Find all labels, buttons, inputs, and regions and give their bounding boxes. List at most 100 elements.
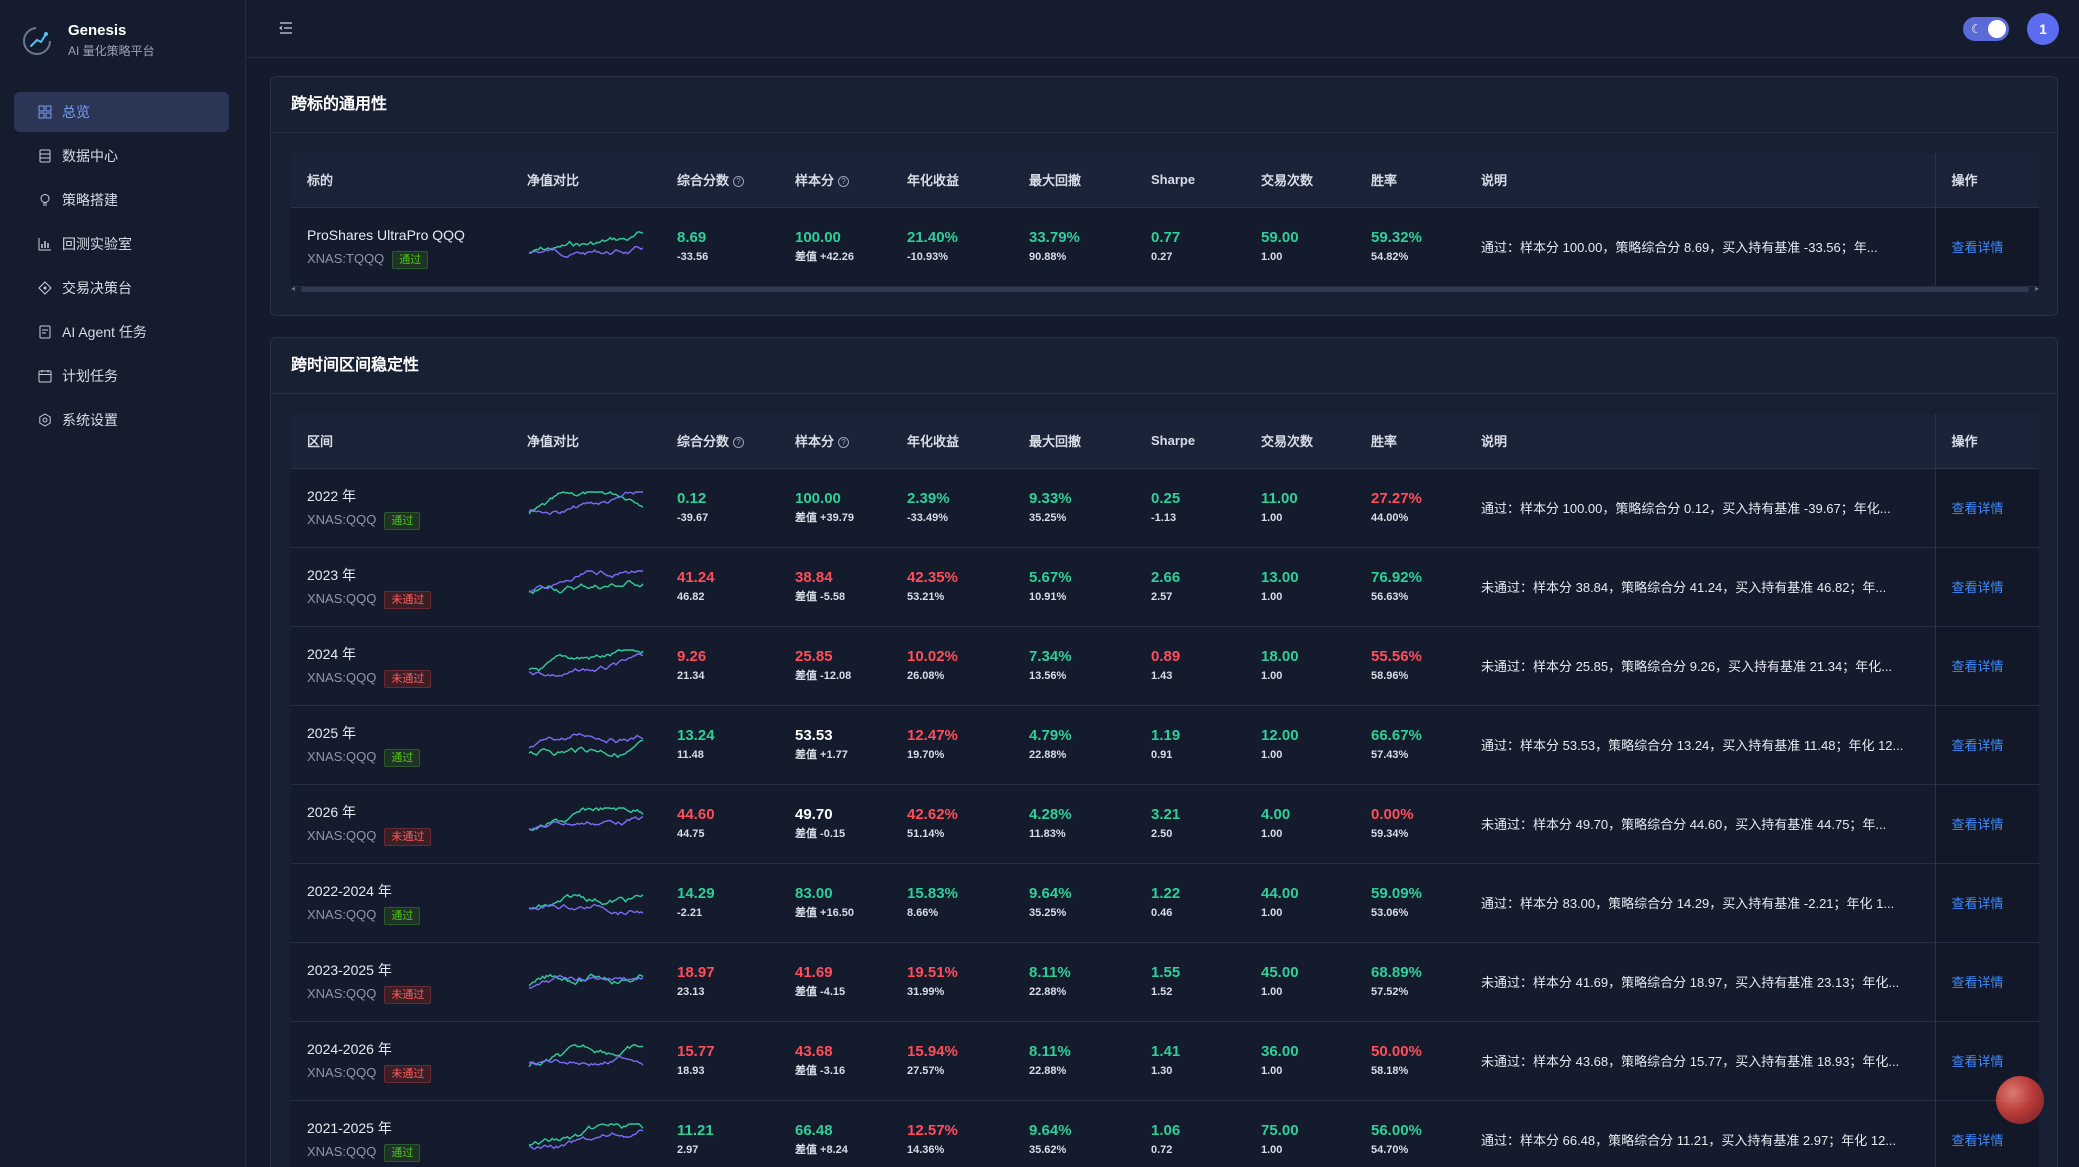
column-header[interactable]: 综合分数? <box>661 153 779 208</box>
metric-baseline: 1.43 <box>1151 670 1173 682</box>
metric-baseline: 10.91% <box>1029 591 1067 603</box>
strategy-line <box>528 1128 644 1150</box>
nav-sparkline <box>528 893 644 915</box>
sidebar-item-strategy-builder[interactable]: 策略搭建 <box>14 180 229 220</box>
nav-sparkline <box>528 732 644 758</box>
metric-value: 66.67% <box>1371 727 1422 744</box>
help-icon[interactable]: ? <box>733 437 745 449</box>
target-name: 2023 年 <box>307 566 357 583</box>
metric-cell: 18.97 23.13 <box>661 942 779 1022</box>
metric-baseline: 35.62% <box>1029 1144 1067 1156</box>
description-cell: 通过：样本分 66.48，策略综合分 11.21，买入持有基准 2.97；年化 … <box>1465 1100 1935 1167</box>
column-header[interactable]: 样本分? <box>779 414 891 469</box>
target-code: XNAS:TQQQ <box>307 250 385 266</box>
view-details-link[interactable]: 查看详情 <box>1951 817 2004 832</box>
sidebar-item-overview[interactable]: 总览 <box>14 92 229 132</box>
metric-baseline: -10.93% <box>907 251 948 263</box>
column-header[interactable]: 样本分? <box>779 153 891 208</box>
target-code: XNAS:QQQ <box>307 669 377 685</box>
target-name: 2026 年 <box>307 803 357 820</box>
scroll-left-icon[interactable]: ◂ <box>291 284 296 293</box>
metric-cell: 41.69 差值 -4.15 <box>779 942 891 1022</box>
action-cell: 查看详情 <box>1934 468 2039 548</box>
metric-cell: 53.53 差值 +1.77 <box>779 705 891 785</box>
view-details-link[interactable]: 查看详情 <box>1951 240 2004 255</box>
sidebar-item-label: 交易决策台 <box>62 280 132 296</box>
target-code: XNAS:QQQ <box>307 590 377 606</box>
metric-baseline: 1.00 <box>1261 591 1283 603</box>
sidebar-item-scheduled-tasks[interactable]: 计划任务 <box>14 356 229 396</box>
brand[interactable]: Genesis AI 量化策略平台 <box>20 22 155 60</box>
metric-value: 2.66 <box>1151 569 1181 586</box>
benchmark-line <box>529 806 644 831</box>
column-header-label: 样本分 <box>795 173 835 189</box>
view-details-link[interactable]: 查看详情 <box>1951 738 2004 753</box>
metric-baseline: 1.00 <box>1261 1065 1283 1077</box>
description-text: 通过：样本分 100.00，策略综合分 0.12，买入持有基准 -39.67；年… <box>1481 501 1891 516</box>
action-cell: 查看详情 <box>1934 863 2039 943</box>
sidebar-item-data-center[interactable]: 数据中心 <box>14 136 229 176</box>
floating-assistant-button[interactable] <box>1996 1076 2044 1124</box>
sidebar-item-ai-agent-tasks[interactable]: AI Agent 任务 <box>14 312 229 352</box>
help-icon[interactable]: ? <box>838 176 850 188</box>
theme-toggle[interactable]: ☾ <box>1963 17 2009 41</box>
avatar[interactable]: 1 <box>2027 13 2059 45</box>
sidebar-item-backtest-lab[interactable]: 回测实验室 <box>14 224 229 264</box>
description-cell: 通过：样本分 53.53，策略综合分 13.24，买入持有基准 11.48；年化… <box>1465 705 1935 785</box>
help-icon[interactable]: ? <box>733 176 745 188</box>
metric-value: 13.24 <box>677 727 715 744</box>
brand-title: Genesis <box>68 22 127 39</box>
strategy-line <box>528 815 644 831</box>
sidebar-item-system-settings[interactable]: 系统设置 <box>14 400 229 440</box>
sidebar-item-trading-desk[interactable]: 交易决策台 <box>14 268 229 308</box>
metric-value: 8.69 <box>677 229 707 246</box>
view-details-link[interactable]: 查看详情 <box>1951 501 2004 516</box>
sidebar-item-label: 总览 <box>62 104 90 120</box>
target-cell: 2023-2025 年 XNAS:QQQ 未通过 <box>291 942 511 1022</box>
metric-cell: 4.79% 22.88% <box>1013 705 1135 785</box>
metric-baseline: 35.25% <box>1029 907 1067 919</box>
view-details-link[interactable]: 查看详情 <box>1951 975 2004 990</box>
target-cell: 2026 年 XNAS:QQQ 未通过 <box>291 784 511 864</box>
column-header: 最大回撤 <box>1013 153 1135 208</box>
scroll-right-icon[interactable]: ▸ <box>2034 284 2039 293</box>
column-header[interactable]: 综合分数? <box>661 414 779 469</box>
metric-baseline: 11.48 <box>677 749 704 761</box>
metric-value: 0.25 <box>1151 490 1181 507</box>
menu-collapse-icon[interactable] <box>278 20 294 36</box>
metric-value: 4.28% <box>1029 806 1072 823</box>
metric-cell: 4.00 1.00 <box>1245 784 1355 864</box>
column-header: 净值对比 <box>511 414 661 469</box>
table-row: ProShares UltraPro QQQ XNAS:TQQQ 通过 8.69 -33… <box>291 207 2039 287</box>
table-row: 2026 年 XNAS:QQQ 未通过 44.60 44.75 49.70 差值 -0.15… <box>291 784 2039 864</box>
column-header: 净值对比 <box>511 153 661 208</box>
metric-baseline: 1.00 <box>1261 986 1283 998</box>
metric-cell: 0.12 -39.67 <box>661 468 779 548</box>
metric-value: 9.64% <box>1029 885 1072 902</box>
metric-cell: 0.89 1.43 <box>1135 626 1245 706</box>
view-details-link[interactable]: 查看详情 <box>1951 1133 2004 1148</box>
metric-cell: 1.55 1.52 <box>1135 942 1245 1022</box>
view-details-link[interactable]: 查看详情 <box>1951 580 2004 595</box>
view-details-link[interactable]: 查看详情 <box>1951 896 2004 911</box>
metric-value: 43.68 <box>795 1043 833 1060</box>
target-code: XNAS:QQQ <box>307 1064 377 1080</box>
description-cell: 未通过：样本分 25.85，策略综合分 9.26，买入持有基准 21.34；年化… <box>1465 626 1935 706</box>
metric-cell: 66.48 差值 +8.24 <box>779 1100 891 1167</box>
target-name: 2025 年 <box>307 724 357 741</box>
metric-baseline: 差值 +8.24 <box>795 1144 848 1156</box>
nav-sparkline <box>528 1043 644 1067</box>
target-code: XNAS:QQQ <box>307 985 377 1001</box>
help-icon[interactable]: ? <box>838 437 850 449</box>
view-details-link[interactable]: 查看详情 <box>1951 1054 2004 1069</box>
metric-value: 100.00 <box>795 490 841 507</box>
strategy-line <box>528 569 643 593</box>
table-header-row: 区间 净值对比 综合分数? 样本分? 年化收益 最大回撤 Sharpe 交易次数… <box>291 414 2039 469</box>
horizontal-scrollbar[interactable]: ◂ ▸ <box>291 284 2039 294</box>
metric-baseline: 差值 +1.77 <box>795 749 848 761</box>
metric-value: 14.29 <box>677 885 715 902</box>
view-details-link[interactable]: 查看详情 <box>1951 659 2004 674</box>
scrollbar-thumb[interactable] <box>301 287 2029 292</box>
metric-value: 3.21 <box>1151 806 1181 823</box>
description-cell: 通过：样本分 100.00，策略综合分 8.69，买入持有基准 -33.56；年… <box>1465 207 1935 287</box>
